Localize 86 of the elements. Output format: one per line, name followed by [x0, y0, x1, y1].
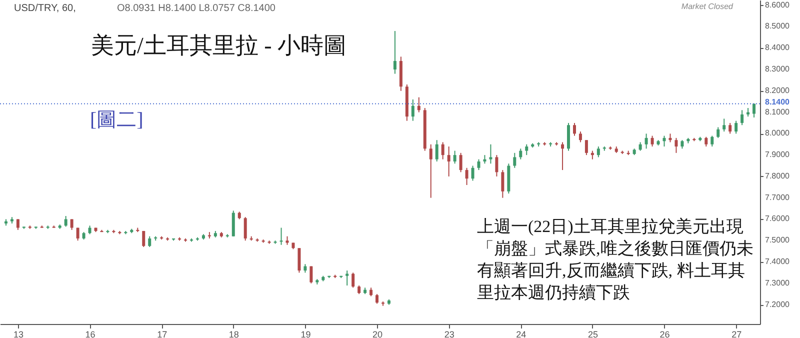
- candlestick: [435, 140, 438, 162]
- candlestick: [572, 122, 576, 136]
- x-tick-label: 19: [300, 330, 311, 338]
- candlestick: [465, 167, 468, 186]
- candlestick: [376, 294, 379, 304]
- candlestick: [232, 210, 235, 237]
- x-tick-label: 18: [228, 330, 239, 338]
- x-tick-label: 16: [85, 330, 96, 338]
- candlestick: [495, 154, 498, 177]
- candlestick: [674, 137, 678, 154]
- annotation: 「崩盤」式暴跌,唯之後數日匯價仍未: [477, 239, 754, 258]
- x-tick-label: 24: [516, 330, 526, 338]
- x-tick-label: 27: [732, 330, 742, 338]
- candlestick: [471, 165, 474, 182]
- y-tick-label: 7.2000: [765, 300, 790, 309]
- candlestick: [513, 152, 516, 168]
- annotation: 上週一(22日)土耳其里拉兌美元出現: [477, 217, 744, 236]
- annotation: USD/TRY, 60,: [14, 3, 76, 14]
- candlestick: [477, 158, 480, 171]
- annotation: Market Closed: [681, 2, 734, 11]
- candlestick: [596, 146, 600, 158]
- text: 美元/土耳其里拉 - 小時圖: [91, 33, 347, 58]
- candlestick: [740, 110, 744, 126]
- y-tick-label: 7.5000: [765, 236, 790, 245]
- y-tick-label: 8.4000: [765, 43, 790, 52]
- x-tick-label: 13: [13, 330, 24, 338]
- candlestick: [352, 272, 355, 288]
- y-tick-label: 8.1000: [765, 107, 790, 116]
- candlestick: [584, 140, 588, 156]
- candlestick: [429, 144, 432, 198]
- candlestick: [728, 122, 732, 134]
- y-tick-label: 7.8000: [765, 171, 790, 180]
- y-tick-label: 7.4000: [765, 256, 790, 266]
- candlestick: [662, 135, 666, 147]
- x-tick-label: 25: [588, 330, 598, 338]
- candlestick: [716, 126, 720, 138]
- candlestick: [561, 142, 564, 171]
- candlestick: [244, 216, 247, 242]
- candlestick: [578, 131, 582, 143]
- y-tick-label: 7.3000: [765, 278, 790, 288]
- candlestick: [722, 118, 726, 132]
- candlestick: [459, 152, 462, 173]
- candlestick: [734, 120, 738, 134]
- candlestick: [64, 216, 68, 228]
- candlestick: [447, 146, 450, 177]
- y-tick-label: 8.0000: [765, 128, 790, 138]
- y-tick-label: 8.6000: [765, 0, 790, 10]
- x-tick-label: 20: [372, 330, 383, 338]
- x-tick-label: 26: [660, 330, 670, 338]
- x-tick-label: 23: [444, 330, 454, 338]
- text: [圖二]: [90, 109, 144, 131]
- annotation: 里拉本週仍持續下跌: [477, 283, 630, 302]
- candlestick: [644, 133, 648, 150]
- candlestick: [650, 135, 654, 147]
- candlestick: [752, 103, 756, 118]
- candlestick: [525, 144, 528, 156]
- ref-line-label: 8.1400: [765, 98, 790, 107]
- candlestick: [298, 248, 301, 274]
- candlestick: [310, 266, 313, 284]
- candlestick: [417, 96, 420, 113]
- candlestick: [70, 218, 74, 230]
- candlestick: [280, 227, 283, 246]
- x-tick-label: 17: [157, 330, 168, 338]
- y-tick-label: 7.6000: [765, 214, 790, 224]
- candlestick: [519, 148, 522, 160]
- annotation: O8.0931 H8.1400 L8.0757 C8.1400: [117, 3, 276, 14]
- candlestick: [411, 98, 414, 122]
- candlestick: [16, 218, 20, 230]
- candlestick: [393, 30, 396, 74]
- candlestick: [346, 270, 349, 286]
- candlestick: [710, 135, 714, 147]
- y-tick-label: 8.3000: [765, 64, 790, 74]
- annotation: 有顯著回升,反而繼續下跌, 料土耳其: [477, 261, 745, 280]
- candlestick: [501, 170, 504, 198]
- candlestick: [567, 122, 570, 152]
- candlestick: [142, 230, 146, 248]
- candlestick: [704, 136, 708, 147]
- y-tick-label: 7.7000: [765, 192, 790, 202]
- y-tick-label: 8.5000: [765, 22, 790, 31]
- y-tick-label: 8.2000: [765, 86, 790, 95]
- candlestick: [441, 142, 444, 160]
- candlestick: [76, 227, 80, 242]
- candlestick: [453, 150, 456, 164]
- candlestick: [148, 236, 152, 248]
- candlestick: [489, 144, 492, 164]
- y-tick-label: 7.9000: [765, 150, 790, 160]
